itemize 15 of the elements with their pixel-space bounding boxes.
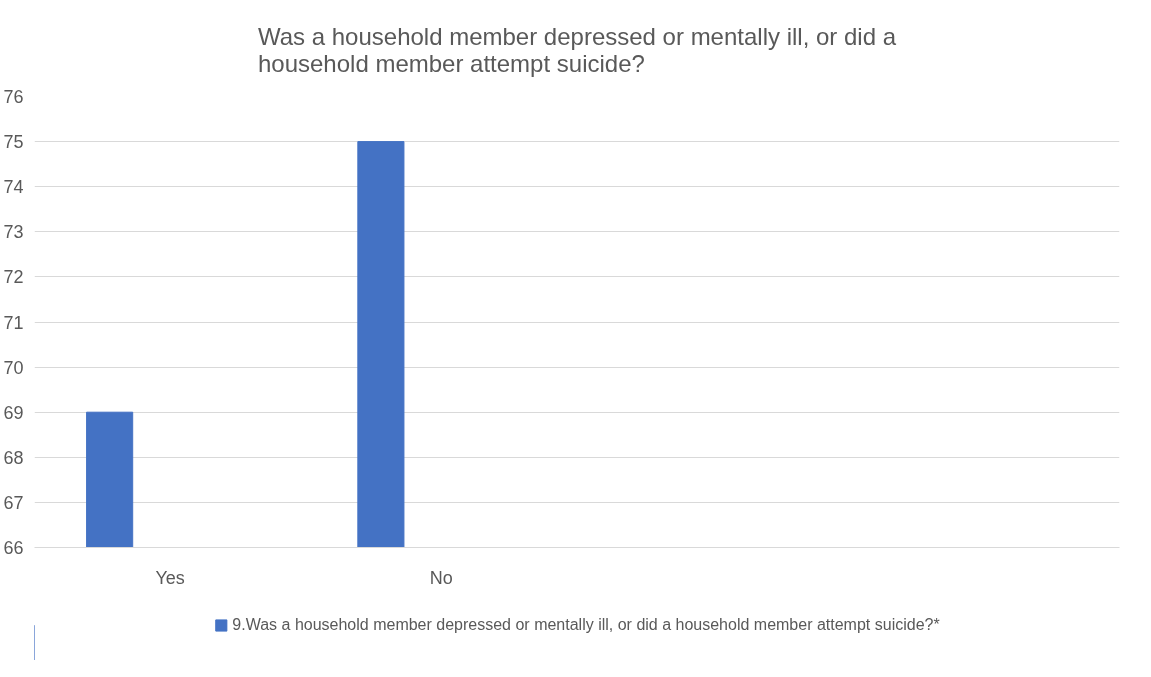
- y-tick-label: 67: [3, 492, 24, 513]
- y-tick-label: 68: [3, 447, 24, 468]
- y-tick-label: 70: [3, 357, 24, 378]
- y-tick-label: 66: [3, 538, 24, 558]
- y-tick-label: 73: [3, 222, 24, 243]
- legend-label: 9.Was a household member depressed or mentally ill, or did a household member attempt suicide?*: [232, 616, 940, 634]
- y-tick-label: 76: [3, 87, 24, 107]
- y-tick-label: 75: [3, 132, 24, 153]
- y-tick-label: 74: [3, 177, 24, 198]
- x-tick-label: Yes: [155, 567, 185, 588]
- chart-title: Was a household member depressed or mentally ill, or did a household member attempt suicide?: [257, 22, 897, 77]
- y-tick-label: 72: [3, 267, 24, 288]
- y-tick-label: 69: [3, 402, 24, 423]
- x-tick-label: No: [429, 567, 453, 588]
- y-tick-label: 71: [3, 312, 24, 333]
